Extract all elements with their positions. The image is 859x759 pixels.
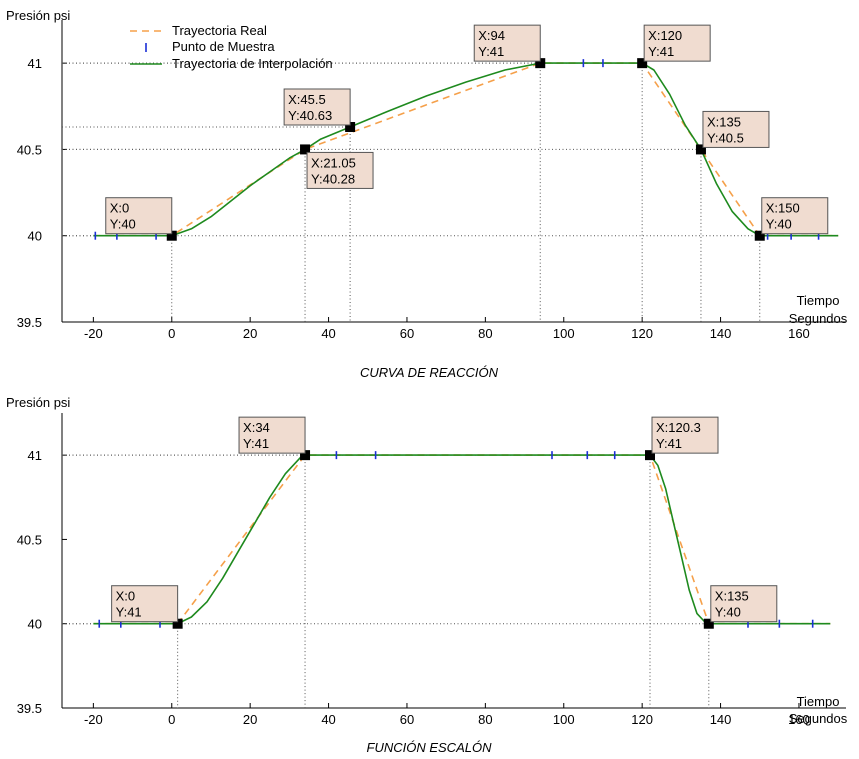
x-tick-label: 100 [553, 326, 575, 341]
x-axis-title-line1: Tiempo [797, 694, 840, 709]
x-tick-label: -20 [84, 712, 103, 727]
y-tick-label: 40.5 [17, 532, 42, 547]
data-tip-x-label: X:94 [478, 28, 505, 43]
x-axis-title-line1: Tiempo [797, 293, 840, 308]
data-tip-box [651, 416, 719, 454]
y-tick-label: 39.5 [17, 701, 42, 716]
y-tick-label: 40 [28, 229, 42, 244]
x-tick-label: 60 [400, 712, 414, 727]
chart-caption: CURVA DE REACCIÓN [360, 365, 499, 380]
x-axis-title-line2: Segundos [789, 311, 848, 326]
data-tip-y-label: Y:40 [110, 217, 136, 232]
data-tip-x-label: X:120.3 [656, 420, 701, 435]
x-tick-label: 80 [478, 326, 492, 341]
data-tip-x-label: X:0 [116, 589, 136, 604]
x-axis-title-line2: Segundos [789, 711, 848, 726]
data-tip-marker [166, 230, 177, 241]
legend-interp-label: Trayectoria de Interpolación [172, 56, 333, 71]
data-tip-marker [300, 450, 311, 461]
legend: Trayectoria Real Punto de Muestra Trayec… [130, 23, 333, 71]
real-trajectory-line [93, 62, 839, 237]
data-tip-marker [703, 618, 714, 629]
data-tip-y-label: Y:41 [478, 44, 504, 59]
x-tick-label: 80 [478, 712, 492, 727]
data-tip-y-label: Y:40 [715, 605, 741, 620]
x-tick-label: 140 [710, 326, 732, 341]
data-tip-x-label: X:135 [715, 589, 749, 604]
data-tip-box [710, 585, 778, 623]
data-tip-box [702, 110, 770, 148]
data-tip-box [111, 585, 179, 623]
data-tip-y-label: Y:41 [656, 436, 682, 451]
data-tip-marker [637, 58, 648, 69]
legend-real-label: Trayectoria Real [172, 23, 267, 38]
data-tip-y-label: Y:41 [648, 44, 674, 59]
data-tip-box [761, 197, 829, 235]
y-tick-label: 41 [28, 56, 42, 71]
y-axis-title: Presión psi [6, 8, 70, 23]
y-axis-title: Presión psi [6, 395, 70, 410]
data-tip-y-label: Y:41 [116, 605, 142, 620]
data-tip-box [283, 88, 351, 126]
step-function-chart: 39.5 40 40.5 41 -20 0 20 40 60 80 100 120 140 160 Pres… [6, 395, 848, 755]
data-tip-box [306, 151, 374, 189]
x-tick-label: 100 [553, 712, 575, 727]
data-tip-marker [345, 121, 356, 132]
data-tip-x-label: X:45.5 [288, 92, 326, 107]
x-tick-label: 120 [631, 326, 653, 341]
data-tip-marker [754, 230, 765, 241]
x-tick-label: 120 [631, 712, 653, 727]
y-tick-label: 39.5 [17, 315, 42, 330]
data-tip-x-label: X:135 [707, 114, 741, 129]
x-tick-label: 0 [168, 712, 175, 727]
data-tip-x-label: X:120 [648, 28, 682, 43]
data-tip-y-label: Y:40.5 [707, 130, 744, 145]
x-tick-label: -20 [84, 326, 103, 341]
data-tip-x-label: X:34 [243, 420, 270, 435]
data-tip-box [473, 24, 541, 62]
data-tip-y-label: Y:40.63 [288, 108, 332, 123]
y-tick-label: 41 [28, 448, 42, 463]
chart-caption: FUNCIÓN ESCALÓN [367, 740, 493, 755]
data-tip-marker [535, 58, 546, 69]
data-tip-marker [695, 144, 706, 155]
data-tip-x-label: X:21.05 [311, 155, 356, 170]
data-tip-y-label: Y:40 [766, 217, 792, 232]
data-tip-marker [645, 450, 655, 461]
data-tip-x-label: X:150 [766, 201, 800, 216]
x-tick-label: 140 [710, 712, 732, 727]
data-tip-marker [300, 144, 311, 155]
data-tip-y-label: Y:40.28 [311, 171, 355, 186]
data-tip-box [643, 24, 711, 62]
data-tip-box [105, 197, 173, 235]
interpolation-trajectory-line [93, 62, 839, 237]
y-tick-label: 40.5 [17, 142, 42, 157]
x-tick-label: 160 [788, 712, 810, 727]
x-tick-label: 20 [243, 326, 257, 341]
x-tick-label: 20 [243, 712, 257, 727]
x-tick-label: 160 [788, 326, 810, 341]
y-tick-label: 40 [28, 617, 42, 632]
legend-sample-label: Punto de Muestra [172, 39, 275, 54]
reaction-curve-chart: 39.5 40 40.5 41 -20 0 20 40 60 80 100 120 140 160 Pres… [6, 8, 848, 380]
data-tip-x-label: X:0 [110, 201, 130, 216]
data-tip-y-label: Y:41 [243, 436, 269, 451]
x-tick-label: 60 [400, 326, 414, 341]
x-tick-label: 40 [321, 326, 335, 341]
x-tick-label: 0 [168, 326, 175, 341]
x-tick-label: 40 [321, 712, 335, 727]
data-tip-marker [172, 618, 183, 629]
data-tip-box [238, 416, 306, 454]
